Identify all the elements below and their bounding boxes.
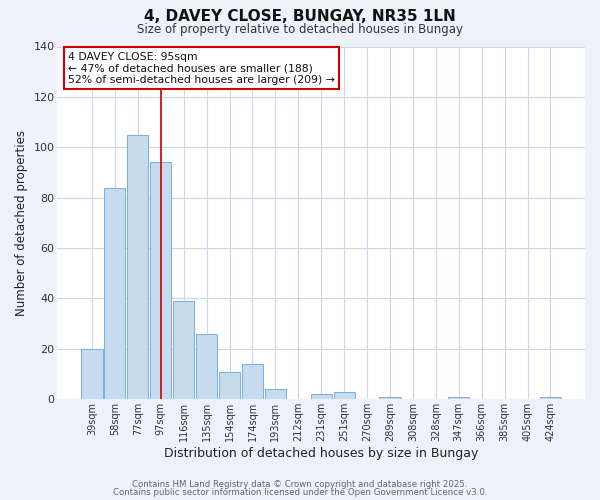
Bar (127, 134, 148, 400)
Bar (448, 397, 469, 400)
Text: Size of property relative to detached houses in Bungay: Size of property relative to detached ho… (137, 22, 463, 36)
Bar (540, 397, 561, 400)
Bar (311, 394, 332, 400)
Bar (104, 188, 125, 400)
Bar (334, 392, 355, 400)
X-axis label: Distribution of detached houses by size in Bungay: Distribution of detached houses by size … (164, 447, 478, 460)
Bar (265, 389, 286, 400)
Bar (150, 162, 172, 400)
Y-axis label: Number of detached properties: Number of detached properties (15, 130, 28, 316)
Bar (219, 372, 240, 400)
Text: 4 DAVEY CLOSE: 95sqm
← 47% of detached houses are smaller (188)
52% of semi-deta: 4 DAVEY CLOSE: 95sqm ← 47% of detached h… (68, 52, 335, 85)
Bar (196, 334, 217, 400)
Bar (242, 364, 263, 400)
Text: Contains HM Land Registry data © Crown copyright and database right 2025.: Contains HM Land Registry data © Crown c… (132, 480, 468, 489)
Text: 4, DAVEY CLOSE, BUNGAY, NR35 1LN: 4, DAVEY CLOSE, BUNGAY, NR35 1LN (144, 9, 456, 24)
Text: Contains public sector information licensed under the Open Government Licence v3: Contains public sector information licen… (113, 488, 487, 497)
Bar (379, 397, 401, 400)
Bar (82, 349, 103, 400)
Bar (173, 301, 194, 400)
